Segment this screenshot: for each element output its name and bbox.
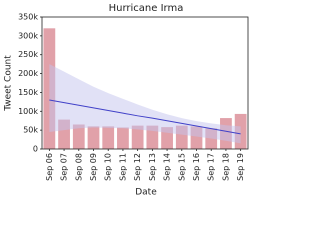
x-tick-label: Sep 09 <box>89 153 98 181</box>
x-tick-label: Sep 17 <box>207 153 216 181</box>
x-axis-label: Date <box>135 188 157 198</box>
y-tick-label: 100k <box>18 107 38 116</box>
bar <box>87 126 100 149</box>
y-axis-label: Tweet Count <box>4 55 14 112</box>
y-tick-label: 200k <box>18 69 38 78</box>
bar <box>175 125 188 149</box>
bar <box>43 28 56 149</box>
bar <box>161 127 173 149</box>
y-tick-label: 150k <box>18 88 38 97</box>
y-tick-label: 350k <box>18 13 38 22</box>
bar <box>190 126 203 149</box>
x-tick-label: Sep 13 <box>148 153 157 181</box>
bar <box>131 125 144 149</box>
confidence-band <box>49 64 241 144</box>
y-tick-label: 0 <box>33 145 38 154</box>
x-tick-label: Sep 14 <box>163 153 172 181</box>
trend-line <box>49 99 241 135</box>
plot-frame <box>41 16 249 150</box>
bar <box>205 128 218 149</box>
x-tick-label: Sep 10 <box>104 153 113 181</box>
x-tick-label: Sep 06 <box>45 153 54 181</box>
chart: Hurricane Irma Date Tweet Count 0 50k 100k… <box>4 3 249 198</box>
x-tick-label: Sep 11 <box>118 153 127 181</box>
bar <box>58 119 70 149</box>
x-tick-label: Sep 07 <box>60 153 69 181</box>
x-tick-label: Sep 15 <box>177 153 186 181</box>
y-tick-label: 300k <box>18 31 38 40</box>
x-tick-label: Sep 19 <box>236 153 245 181</box>
x-tick-label: Sep 12 <box>133 153 142 181</box>
bar <box>72 124 85 149</box>
x-tick-label: Sep 18 <box>221 153 230 181</box>
y-tick-label: 250k <box>18 50 38 59</box>
bar <box>102 126 115 149</box>
chart-title: Hurricane Irma <box>109 3 184 14</box>
y-tick-label: 50k <box>23 126 38 135</box>
bar <box>146 125 159 149</box>
x-tick-label: Sep 08 <box>74 153 83 181</box>
x-tick-label: Sep 16 <box>192 153 201 181</box>
bar <box>117 127 129 149</box>
